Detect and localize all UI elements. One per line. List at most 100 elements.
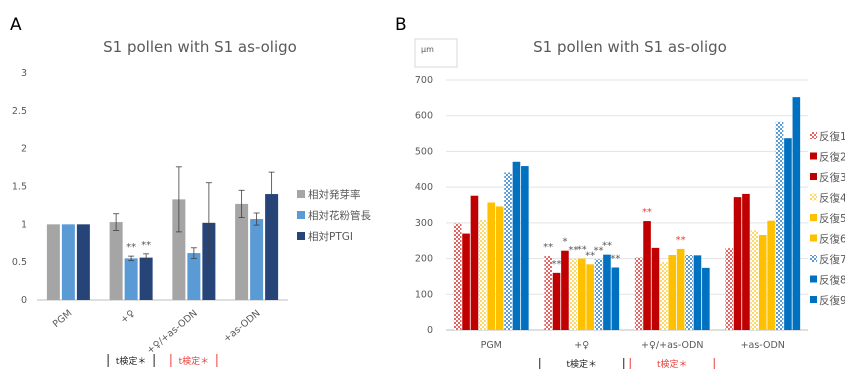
legend-swatch <box>810 193 817 201</box>
bar <box>577 258 586 330</box>
bar <box>685 255 693 330</box>
legend-swatch <box>810 255 817 262</box>
bar <box>470 195 479 330</box>
ttest-label: t検定＊ <box>566 358 597 369</box>
y-tick-label: 0 <box>427 325 433 336</box>
bar <box>586 264 594 330</box>
bar <box>668 255 677 330</box>
bar <box>124 258 138 300</box>
legend-label: 反復4 <box>819 192 845 205</box>
bar <box>651 247 660 330</box>
legend-label: 反復2 <box>819 151 845 164</box>
bar <box>76 224 90 300</box>
bar <box>758 235 767 330</box>
bar <box>594 259 603 330</box>
y-tick-label: 600 <box>415 111 433 122</box>
legend-label: 反復1 <box>819 130 845 143</box>
significance-mark: * <box>562 237 567 248</box>
significance-mark: ** <box>552 259 562 270</box>
unit-label: μm <box>421 45 434 54</box>
category-label: +♀ <box>574 340 589 351</box>
legend-label: 相対PTGI <box>308 230 353 243</box>
bar <box>733 197 742 330</box>
legend-label: 反復5 <box>819 212 845 225</box>
y-tick-label: 200 <box>415 254 433 265</box>
category-label: PGM <box>481 340 502 351</box>
bar <box>676 248 685 330</box>
bar <box>250 219 264 300</box>
y-tick-label: 400 <box>415 182 433 193</box>
bar <box>187 253 201 300</box>
category-label: +♀ <box>119 308 138 326</box>
legend-label: 反復3 <box>819 171 845 184</box>
category-label: +♀/+as-ODN <box>641 340 703 351</box>
category-label: +as-ODN <box>222 308 263 345</box>
bar <box>453 223 462 330</box>
unit-box <box>414 38 458 68</box>
bar <box>643 221 651 330</box>
bar <box>775 121 784 331</box>
bar <box>784 138 792 330</box>
category-label: +as-ODN <box>741 340 785 351</box>
panel-b-plot: 0 100 200 300 400 500 600 700 PGM +♀ +♀/+as-ODN +as… <box>415 75 845 369</box>
legend-label: 反復6 <box>819 233 845 246</box>
panel-b-letter: B <box>395 15 407 35</box>
legend-label: 相対発芽率 <box>308 188 361 201</box>
significance-mark: ** <box>585 250 595 261</box>
category-label: +♀/+as-ODN <box>145 308 200 357</box>
bar <box>561 250 569 330</box>
significance-mark: ** <box>141 240 151 251</box>
bar <box>479 220 487 330</box>
bar <box>265 194 279 300</box>
y-tick-label: 0.5 <box>12 257 27 268</box>
panel-a-title: S1 pollen with S1 as-oligo <box>103 38 297 56</box>
bar <box>462 233 470 330</box>
y-tick-label: 1.5 <box>12 182 27 193</box>
y-tick-label: 2 <box>21 144 27 155</box>
legend-swatch <box>810 152 817 160</box>
significance-mark: ** <box>568 245 578 256</box>
bar <box>139 257 153 300</box>
legend-swatch <box>297 190 305 198</box>
y-tick-label: 1 <box>21 219 27 230</box>
y-tick-label: 2.5 <box>12 106 27 117</box>
bar <box>767 220 775 330</box>
legend-swatch <box>810 275 817 283</box>
significance-mark: ** <box>642 207 652 218</box>
panel-b-title: S1 pollen with S1 as-oligo <box>533 38 727 56</box>
y-tick-label: 500 <box>415 146 433 157</box>
bar <box>693 255 702 330</box>
panel-a-plot: 0 0.5 1 1.5 2 2.5 3 PGM +♀ +♀/+as-ODN +as-ODN ** ** t… <box>12 68 371 367</box>
legend-label: 反復9 <box>819 294 845 307</box>
legend-swatch <box>297 232 305 240</box>
y-tick-label: 100 <box>415 289 433 300</box>
y-tick-label: 700 <box>415 75 433 86</box>
bar <box>504 172 512 330</box>
legend-swatch <box>810 214 817 221</box>
legend-swatch <box>297 211 305 219</box>
bar <box>552 272 561 330</box>
category-label: PGM <box>51 308 74 330</box>
ttest-label: t検定＊ <box>116 355 147 367</box>
bar <box>634 257 643 330</box>
significance-mark: ** <box>676 235 686 246</box>
legend-label: 反復7 <box>819 253 845 266</box>
significance-mark: ** <box>126 242 136 253</box>
bar <box>46 224 60 300</box>
significance-mark: ** <box>577 245 587 256</box>
bar <box>235 203 249 300</box>
panel-b: B μm S1 pollen with S1 as-oligo 0 100 200 3… <box>395 15 845 369</box>
bar <box>742 193 750 330</box>
significance-mark: ** <box>610 254 620 265</box>
bar <box>792 97 801 331</box>
legend-label: 相対花粉管長 <box>308 209 371 222</box>
legend-swatch <box>810 296 817 303</box>
legend-swatch <box>810 234 817 242</box>
bar <box>487 202 496 330</box>
bar <box>660 262 668 330</box>
legend-swatch <box>810 132 817 139</box>
bar <box>544 256 552 330</box>
legend-swatch <box>810 173 817 180</box>
y-tick-label: 300 <box>415 218 433 229</box>
